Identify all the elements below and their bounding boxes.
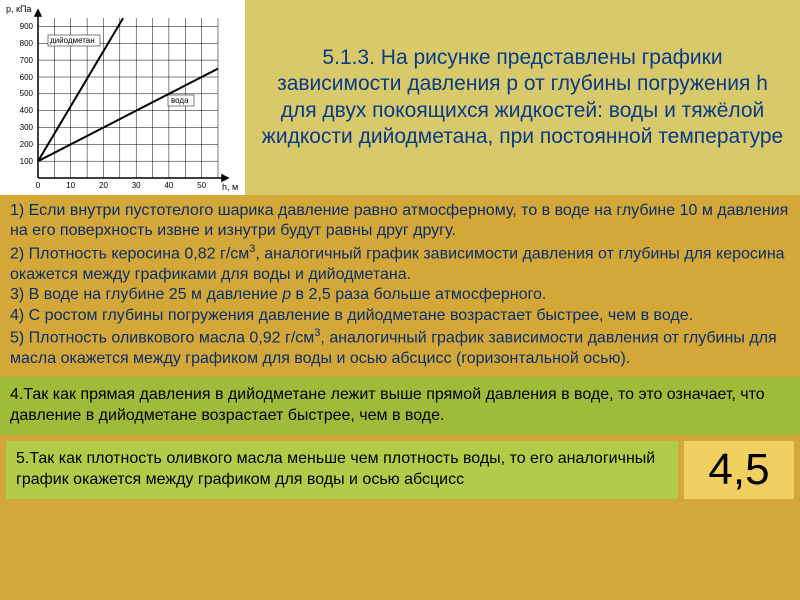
option-2a: 2) Плотность керосина 0,82 г/см	[10, 245, 249, 262]
svg-text:300: 300	[20, 123, 34, 132]
answer-box: 4,5	[684, 441, 794, 499]
option-5: 5) Плотность оливкового масла 0,92 г/см3…	[10, 326, 790, 369]
svg-text:200: 200	[20, 140, 34, 149]
svg-text:800: 800	[20, 39, 34, 48]
curve-label-2: вода	[171, 96, 189, 105]
svg-text:50: 50	[197, 181, 206, 190]
option-3a: 3) В воде на глубине 25 м давление	[10, 286, 282, 303]
option-4: 4) С ростом глубины погружения давление …	[10, 306, 790, 326]
chart-zone: 100 200 300 400 500 600 700 800 900 0 10…	[0, 0, 245, 195]
problem-title: 5.1.3. На рисунке представлены графики з…	[259, 45, 786, 150]
title-zone: 5.1.3. На рисунке представлены графики з…	[245, 0, 800, 195]
option-2: 2) Плотность керосина 0,82 г/см3, аналог…	[10, 242, 790, 285]
explanation-5: 5.Так как плотность оливкого масла меньш…	[6, 441, 678, 499]
svg-text:500: 500	[20, 89, 34, 98]
x-axis-label: h, м	[222, 182, 238, 192]
y-tick-labels: 100 200 300 400 500 600 700 800 900	[20, 22, 34, 166]
chart-bg	[0, 0, 245, 195]
svg-text:600: 600	[20, 73, 34, 82]
p-sym: p	[282, 286, 291, 303]
curve-label-1: дийодметан	[50, 36, 95, 45]
top-row: 100 200 300 400 500 600 700 800 900 0 10…	[0, 0, 800, 195]
svg-text:100: 100	[20, 157, 34, 166]
pressure-depth-chart: 100 200 300 400 500 600 700 800 900 0 10…	[0, 0, 245, 195]
svg-text:0: 0	[36, 181, 41, 190]
option-1: 1) Если внутри пустотелого шарика давлен…	[10, 201, 790, 242]
svg-text:10: 10	[66, 181, 75, 190]
answer-text: 4,5	[708, 445, 769, 495]
options-zone: 1) Если внутри пустотелого шарика давлен…	[0, 195, 800, 375]
svg-text:700: 700	[20, 56, 34, 65]
explanation-4: 4.Так как прямая давления в дийодметане …	[0, 377, 800, 435]
svg-text:20: 20	[99, 181, 108, 190]
slide: 100 200 300 400 500 600 700 800 900 0 10…	[0, 0, 800, 600]
y-axis-label: p, кПа	[6, 4, 31, 14]
svg-text:40: 40	[164, 181, 173, 190]
svg-text:30: 30	[132, 181, 141, 190]
option-3b: в 2,5 раза больше атмосферного.	[291, 286, 546, 303]
bottom-row: 5.Так как плотность оливкого масла меньш…	[0, 441, 800, 505]
svg-text:400: 400	[20, 106, 34, 115]
option-3: 3) В воде на глубине 25 м давление p в 2…	[10, 285, 790, 305]
option-5a: 5) Плотность оливкового масла 0,92 г/см	[10, 329, 314, 346]
svg-text:900: 900	[20, 22, 34, 31]
